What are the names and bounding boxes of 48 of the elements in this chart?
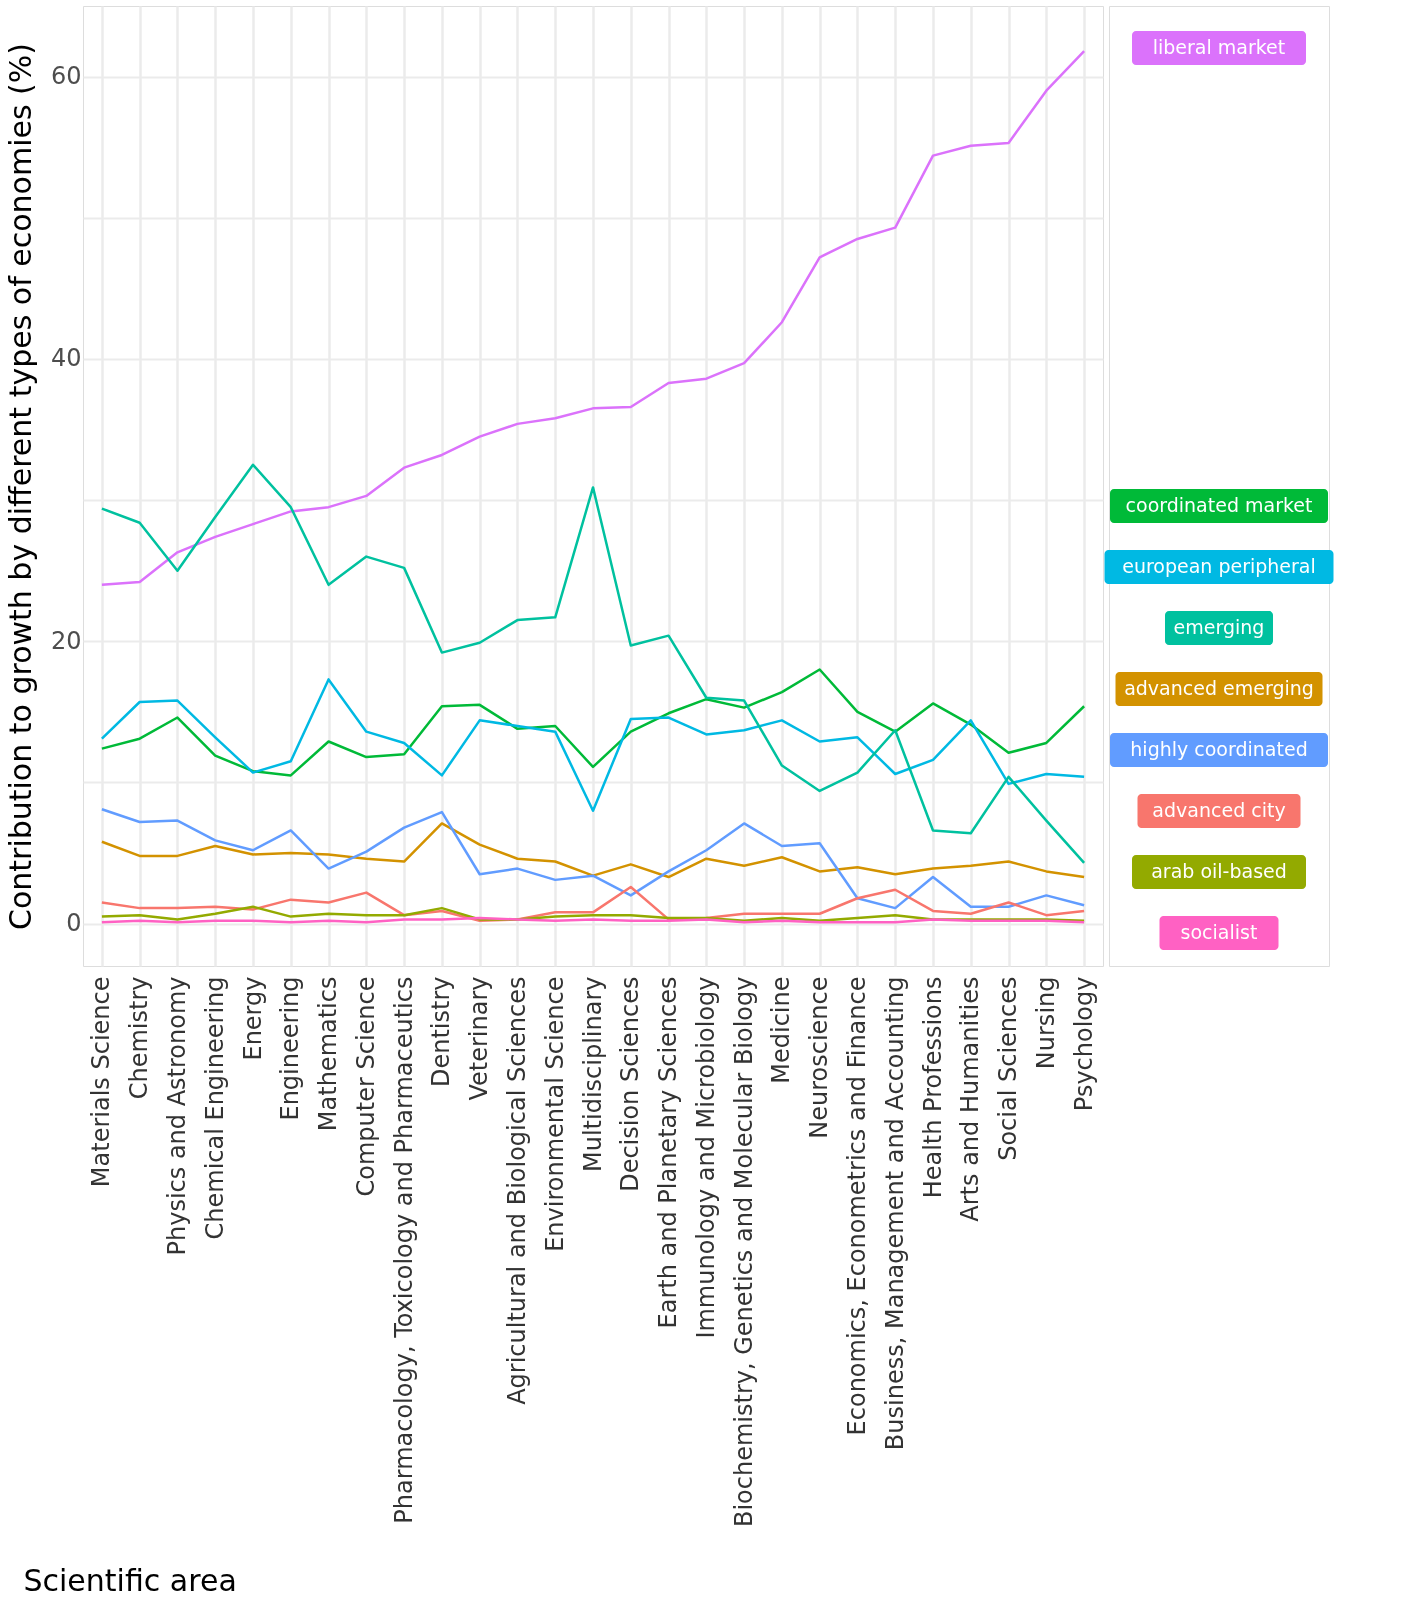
text: liberal market xyxy=(1152,36,1286,58)
line-series xyxy=(100,668,1086,777)
y-tick-label: 40 xyxy=(50,344,82,373)
x-tick-label: Economics, Econometrics and Finance xyxy=(842,976,871,1436)
x-tick-label: Multidisciplinary xyxy=(578,976,607,1172)
x-tick-label: Engineering xyxy=(276,976,305,1121)
y-tick-label: 20 xyxy=(50,626,82,655)
line-series xyxy=(100,808,1086,910)
line-series xyxy=(100,463,1086,865)
x-tick-label: Immunology and Microbiology xyxy=(691,976,720,1339)
x-tick-label: Medicine xyxy=(767,976,796,1084)
text: socialist xyxy=(1180,921,1258,943)
x-tick-label: Neuroscience xyxy=(805,976,834,1139)
y-axis-title: Contribution to growth by different types of economies (%) xyxy=(2,42,38,931)
y-tick-label: 60 xyxy=(50,62,82,91)
line-series xyxy=(100,49,1086,587)
x-tick-label: Agricultural and Biological Sciences xyxy=(502,976,531,1405)
text: european peripheral xyxy=(1122,555,1316,577)
x-tick-label: Dentistry xyxy=(427,976,456,1088)
x-tick-label: Social Sciences xyxy=(994,976,1023,1161)
text: emerging xyxy=(1173,616,1265,638)
text: highly coordinated xyxy=(1130,738,1308,760)
text: arab oil-based xyxy=(1151,860,1287,882)
x-tick-label: Mathematics xyxy=(314,976,343,1132)
text: advanced emerging xyxy=(1124,677,1314,699)
x-tick-label: Chemistry xyxy=(125,976,154,1100)
text: advanced city xyxy=(1152,799,1286,821)
text: coordinated market xyxy=(1125,494,1313,516)
line-series xyxy=(100,822,1086,879)
x-tick-label: Energy xyxy=(238,976,267,1061)
y-tick-label: 0 xyxy=(66,909,82,938)
x-tick-label: Computer Science xyxy=(351,976,380,1197)
x-tick-label: Business, Management and Accounting xyxy=(880,976,909,1451)
x-tick-label: Biochemistry, Genetics and Molecular Biology xyxy=(729,976,758,1528)
x-tick-label: Arts and Humanities xyxy=(956,976,985,1222)
x-tick-label: Pharmacology, Toxicology and Pharmaceutics xyxy=(389,976,418,1524)
x-tick-label: Earth and Planetary Sciences xyxy=(654,976,683,1329)
x-tick-label: Environmental Science xyxy=(540,976,569,1252)
x-tick-label: Decision Sciences xyxy=(616,976,645,1192)
x-tick-label: Health Professions xyxy=(918,976,947,1199)
x-tick-label: Materials Science xyxy=(87,976,116,1188)
x-tick-label: Physics and Astronomy xyxy=(162,976,191,1256)
x-tick-label: Psychology xyxy=(1069,976,1098,1112)
x-tick-label: Veterinary xyxy=(465,976,494,1101)
x-tick-label: Nursing xyxy=(1031,976,1060,1070)
x-axis-title: Scientific area xyxy=(23,1562,237,1598)
x-tick-label: Chemical Engineering xyxy=(200,976,229,1240)
line-series xyxy=(100,678,1086,812)
